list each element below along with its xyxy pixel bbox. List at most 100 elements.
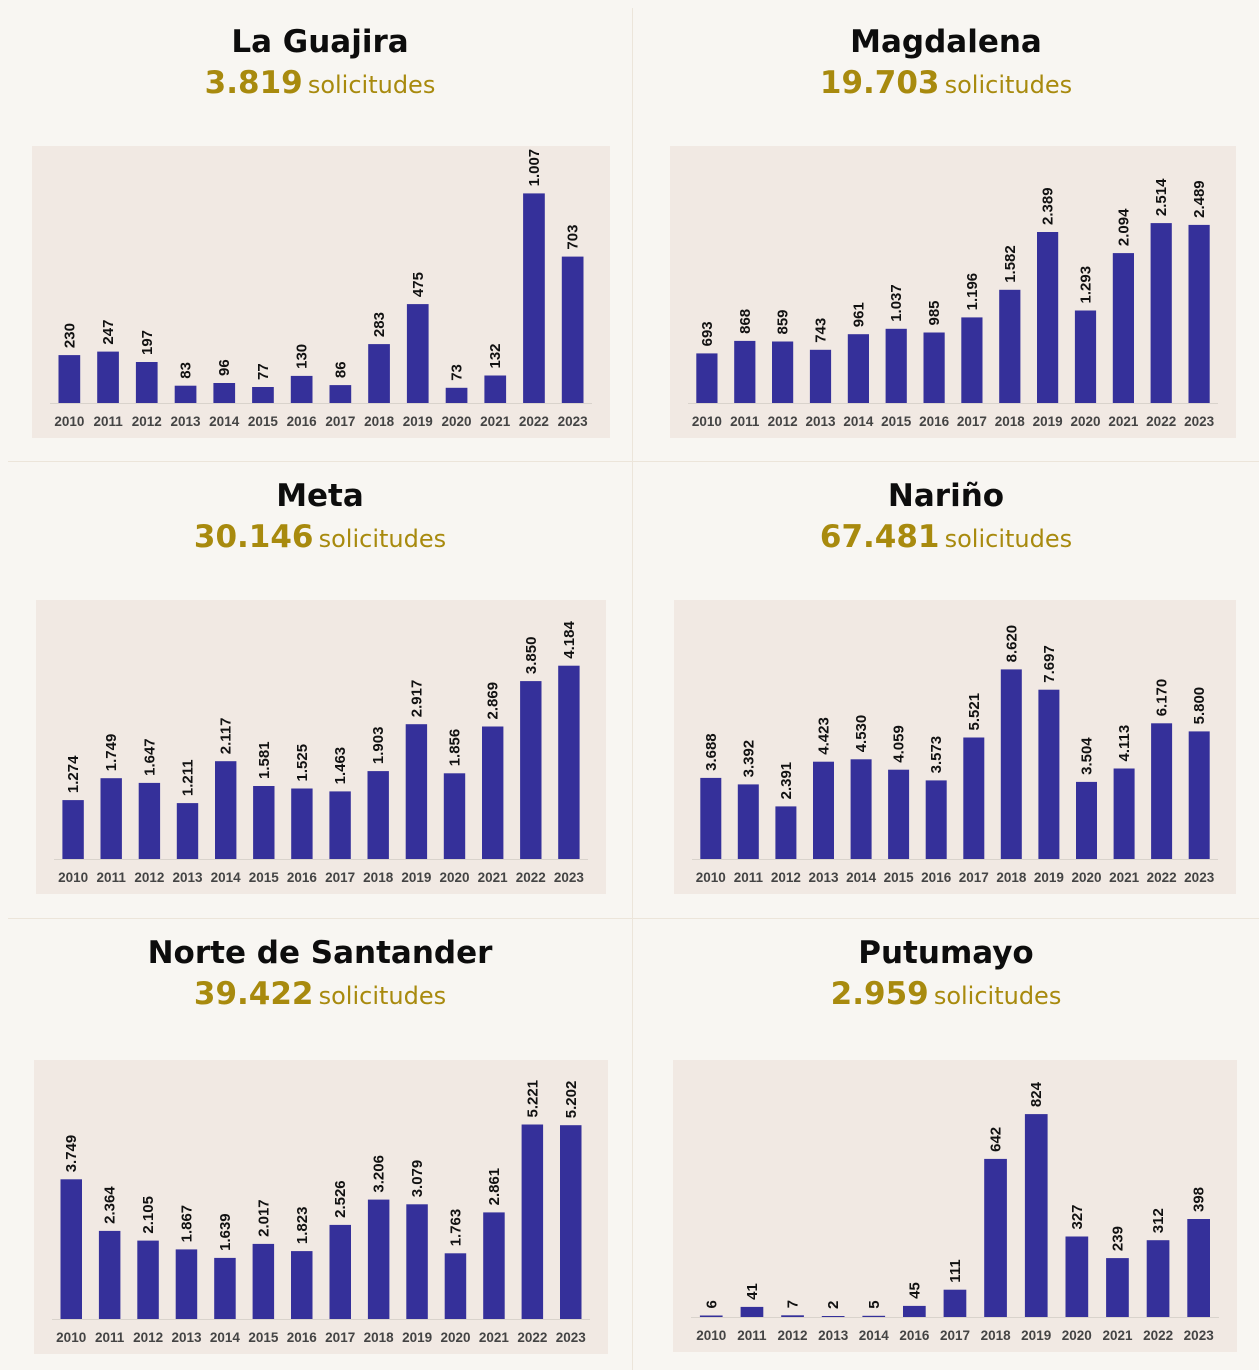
bar — [961, 317, 983, 403]
data-label: 1.749 — [103, 734, 120, 772]
bar — [775, 806, 797, 859]
bar — [1188, 224, 1210, 403]
bar — [1076, 781, 1097, 859]
bar — [1151, 723, 1173, 859]
data-label: 4.423 — [816, 717, 833, 755]
data-label: 2.861 — [486, 1168, 503, 1206]
x-tick-label: 2010 — [692, 414, 722, 429]
panel-title: Magdalena — [850, 24, 1042, 60]
total-unit: solicitudes — [944, 71, 1073, 99]
x-tick-label: 2020 — [439, 870, 469, 885]
data-label: 6 — [703, 1300, 720, 1308]
bar — [406, 304, 429, 403]
x-tick-label: 2018 — [996, 870, 1027, 885]
x-tick-label: 2018 — [995, 414, 1026, 429]
x-tick-label: 2015 — [249, 870, 280, 885]
bar — [781, 1315, 804, 1317]
data-label: 2 — [825, 1301, 842, 1309]
panel-subtitle: 39.422 solicitudes — [8, 976, 632, 1017]
x-tick-label: 2020 — [1070, 414, 1100, 429]
bar — [520, 681, 542, 859]
bar — [60, 1179, 82, 1319]
bar — [561, 256, 584, 403]
x-tick-label: 2014 — [859, 1328, 890, 1343]
bar — [367, 1199, 390, 1319]
bar — [406, 1204, 428, 1319]
bar — [1106, 1258, 1129, 1317]
bar — [1038, 689, 1060, 859]
data-label: 96 — [216, 359, 233, 376]
data-label: 283 — [371, 312, 388, 337]
x-tick-label: 2012 — [771, 870, 801, 885]
data-label: 4.530 — [853, 715, 870, 753]
x-tick-label: 2021 — [478, 870, 509, 885]
bar — [699, 1315, 723, 1317]
x-tick-label: 2021 — [479, 1330, 510, 1345]
data-label: 961 — [850, 302, 867, 327]
x-tick-label: 2014 — [846, 870, 877, 885]
data-label: 5 — [866, 1300, 883, 1308]
panel-title: Norte de Santander — [147, 935, 493, 971]
data-label: 1.903 — [370, 727, 387, 765]
x-tick-label: 2016 — [287, 414, 318, 429]
bar — [58, 355, 81, 403]
x-tick-label: 2021 — [1102, 1328, 1133, 1343]
x-tick-label: 2019 — [403, 414, 433, 429]
bar — [734, 340, 756, 403]
x-tick-label: 2017 — [325, 414, 355, 429]
data-label: 5.521 — [966, 693, 983, 731]
x-tick-label: 2013 — [171, 1330, 202, 1345]
bar — [100, 778, 122, 859]
data-label: 2.869 — [485, 682, 502, 720]
x-tick-label: 2013 — [805, 414, 836, 429]
bar — [214, 1257, 236, 1319]
data-label: 3.688 — [703, 733, 720, 771]
x-tick-label: 2021 — [480, 414, 511, 429]
total-unit: solicitudes — [318, 525, 447, 553]
bar-chart-putumayo: 6 2010 41 2011 7 2012 2 2013 5 2014 45 2016 111 2017 6… — [673, 1060, 1237, 1352]
data-label: 1.647 — [141, 738, 158, 776]
x-tick-label: 2021 — [1108, 414, 1139, 429]
x-tick-label: 2017 — [959, 870, 989, 885]
bar — [291, 788, 313, 859]
data-label: 1.581 — [256, 741, 273, 779]
total-unit: solicitudes — [933, 982, 1062, 1010]
bar — [445, 387, 468, 403]
total-unit: solicitudes — [944, 525, 1073, 553]
data-label: 45 — [906, 1282, 923, 1299]
x-tick-label: 2010 — [56, 1330, 86, 1345]
data-label: 1.007 — [526, 149, 543, 187]
panel-title: La Guajira — [231, 24, 409, 60]
data-label: 868 — [737, 309, 754, 334]
bar — [62, 800, 84, 859]
data-label: 4.059 — [891, 725, 908, 763]
bar — [696, 353, 718, 403]
data-label: 230 — [61, 323, 78, 348]
total-unit: solicitudes — [318, 982, 447, 1010]
bar — [483, 1212, 505, 1319]
x-tick-label: 2011 — [734, 870, 764, 885]
x-tick-label: 2018 — [364, 1330, 395, 1345]
bar — [329, 791, 351, 859]
data-label: 2.364 — [102, 1186, 119, 1224]
data-label: 312 — [1150, 1208, 1167, 1233]
data-label: 3.206 — [371, 1155, 388, 1193]
x-tick-label: 2010 — [54, 414, 84, 429]
bar — [1000, 669, 1022, 859]
x-tick-label: 2022 — [1146, 414, 1176, 429]
x-tick-label: 2013 — [172, 870, 203, 885]
bar — [368, 344, 390, 403]
bar — [97, 351, 119, 403]
x-tick-label: 2016 — [287, 870, 318, 885]
bar — [862, 1315, 886, 1317]
data-label: 1.639 — [217, 1213, 234, 1251]
panel-meta: Meta 30.146 solicitudes 1.274 2010 1.749 20… — [8, 462, 633, 919]
bar — [135, 362, 158, 403]
bar — [847, 334, 869, 403]
bar — [1188, 731, 1210, 859]
bar — [367, 771, 389, 859]
panel-title: Meta — [276, 478, 364, 514]
bar — [1187, 1219, 1210, 1317]
panel-title: Nariño — [887, 478, 1005, 514]
total-unit: solicitudes — [307, 71, 436, 99]
